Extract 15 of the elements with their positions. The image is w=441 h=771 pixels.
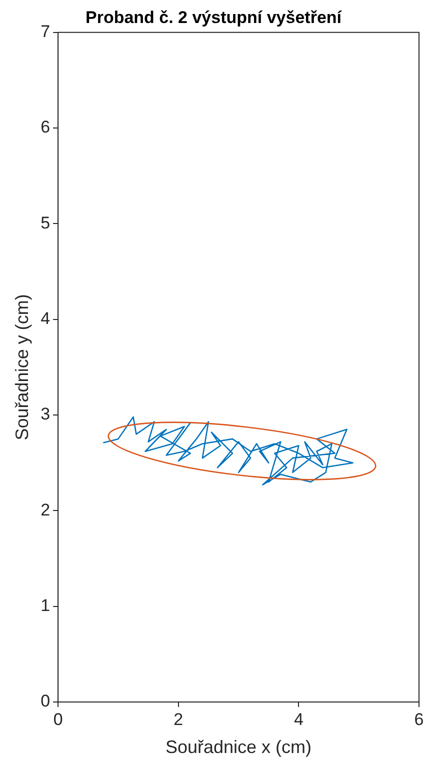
y-axis-title: Souřadnice y (cm): [12, 294, 32, 440]
y-tick-label: 4: [40, 309, 50, 328]
y-tick-label: 0: [40, 692, 50, 711]
y-tick-label: 5: [40, 213, 50, 232]
y-tick-label: 2: [40, 500, 50, 520]
y-tick-label: 7: [40, 22, 50, 42]
x-axis-title: Souřadnice x (cm): [165, 737, 312, 758]
y-tick-label: 1: [40, 596, 50, 616]
y-tick-label: 3: [40, 404, 50, 424]
chart-title: Proband č. 2 výstupní vyšetření: [85, 8, 343, 27]
x-tick-label: 4: [294, 710, 304, 729]
x-tick-label: 6: [414, 710, 424, 729]
x-tick-label: 2: [174, 710, 184, 729]
x-tick-label: 0: [53, 710, 63, 729]
y-tick-label: 6: [40, 118, 50, 137]
